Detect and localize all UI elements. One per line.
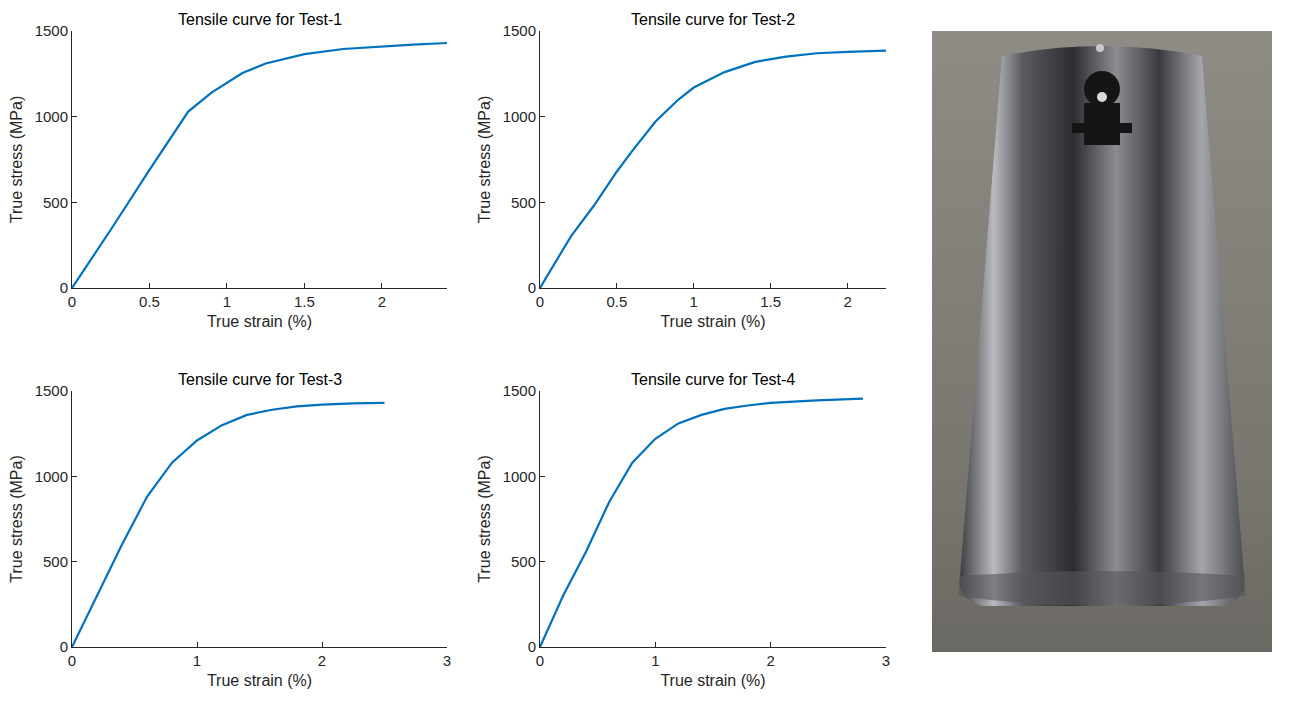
svg-text:500: 500	[511, 553, 536, 570]
svg-text:1500: 1500	[503, 22, 536, 39]
svg-text:1000: 1000	[35, 108, 68, 125]
svg-text:3: 3	[443, 652, 451, 669]
svg-text:0.5: 0.5	[139, 293, 160, 310]
svg-text:True strain (%): True strain (%)	[660, 672, 765, 689]
svg-text:True strain (%): True strain (%)	[660, 313, 765, 330]
svg-text:2: 2	[318, 652, 326, 669]
svg-text:1.5: 1.5	[760, 293, 781, 310]
svg-text:1000: 1000	[503, 468, 536, 485]
svg-text:0: 0	[528, 279, 536, 296]
svg-text:0: 0	[60, 279, 68, 296]
svg-text:500: 500	[43, 194, 68, 211]
svg-text:0: 0	[60, 638, 68, 655]
svg-text:1: 1	[193, 652, 201, 669]
svg-text:2: 2	[378, 293, 386, 310]
svg-text:0: 0	[68, 652, 76, 669]
svg-text:1500: 1500	[35, 22, 68, 39]
svg-text:500: 500	[43, 553, 68, 570]
svg-text:1500: 1500	[503, 382, 536, 399]
svg-text:500: 500	[511, 194, 536, 211]
svg-text:1000: 1000	[35, 468, 68, 485]
svg-text:1: 1	[223, 293, 231, 310]
svg-text:1: 1	[690, 293, 698, 310]
svg-text:Tensile curve for Test-3: Tensile curve for Test-3	[178, 371, 342, 388]
svg-text:2: 2	[843, 293, 851, 310]
svg-text:True strain (%): True strain (%)	[207, 313, 312, 330]
svg-text:0: 0	[536, 293, 544, 310]
svg-text:1.5: 1.5	[294, 293, 315, 310]
svg-text:1500: 1500	[35, 382, 68, 399]
svg-text:True stress (MPa): True stress (MPa)	[8, 455, 25, 582]
svg-text:0: 0	[528, 638, 536, 655]
svg-text:3: 3	[882, 652, 890, 669]
svg-text:0: 0	[536, 652, 544, 669]
svg-text:1000: 1000	[503, 108, 536, 125]
svg-text:2: 2	[766, 652, 774, 669]
svg-text:True stress (MPa): True stress (MPa)	[8, 96, 25, 223]
svg-text:0: 0	[68, 293, 76, 310]
svg-text:True stress (MPa): True stress (MPa)	[476, 455, 493, 582]
svg-text:True stress (MPa): True stress (MPa)	[476, 96, 493, 223]
svg-text:Tensile curve for Test-2: Tensile curve for Test-2	[631, 11, 795, 28]
svg-text:1: 1	[651, 652, 659, 669]
svg-text:Tensile curve for Test-4: Tensile curve for Test-4	[631, 371, 795, 388]
svg-text:Tensile curve for Test-1: Tensile curve for Test-1	[178, 11, 342, 28]
svg-text:True strain (%): True strain (%)	[207, 672, 312, 689]
svg-text:0.5: 0.5	[606, 293, 627, 310]
